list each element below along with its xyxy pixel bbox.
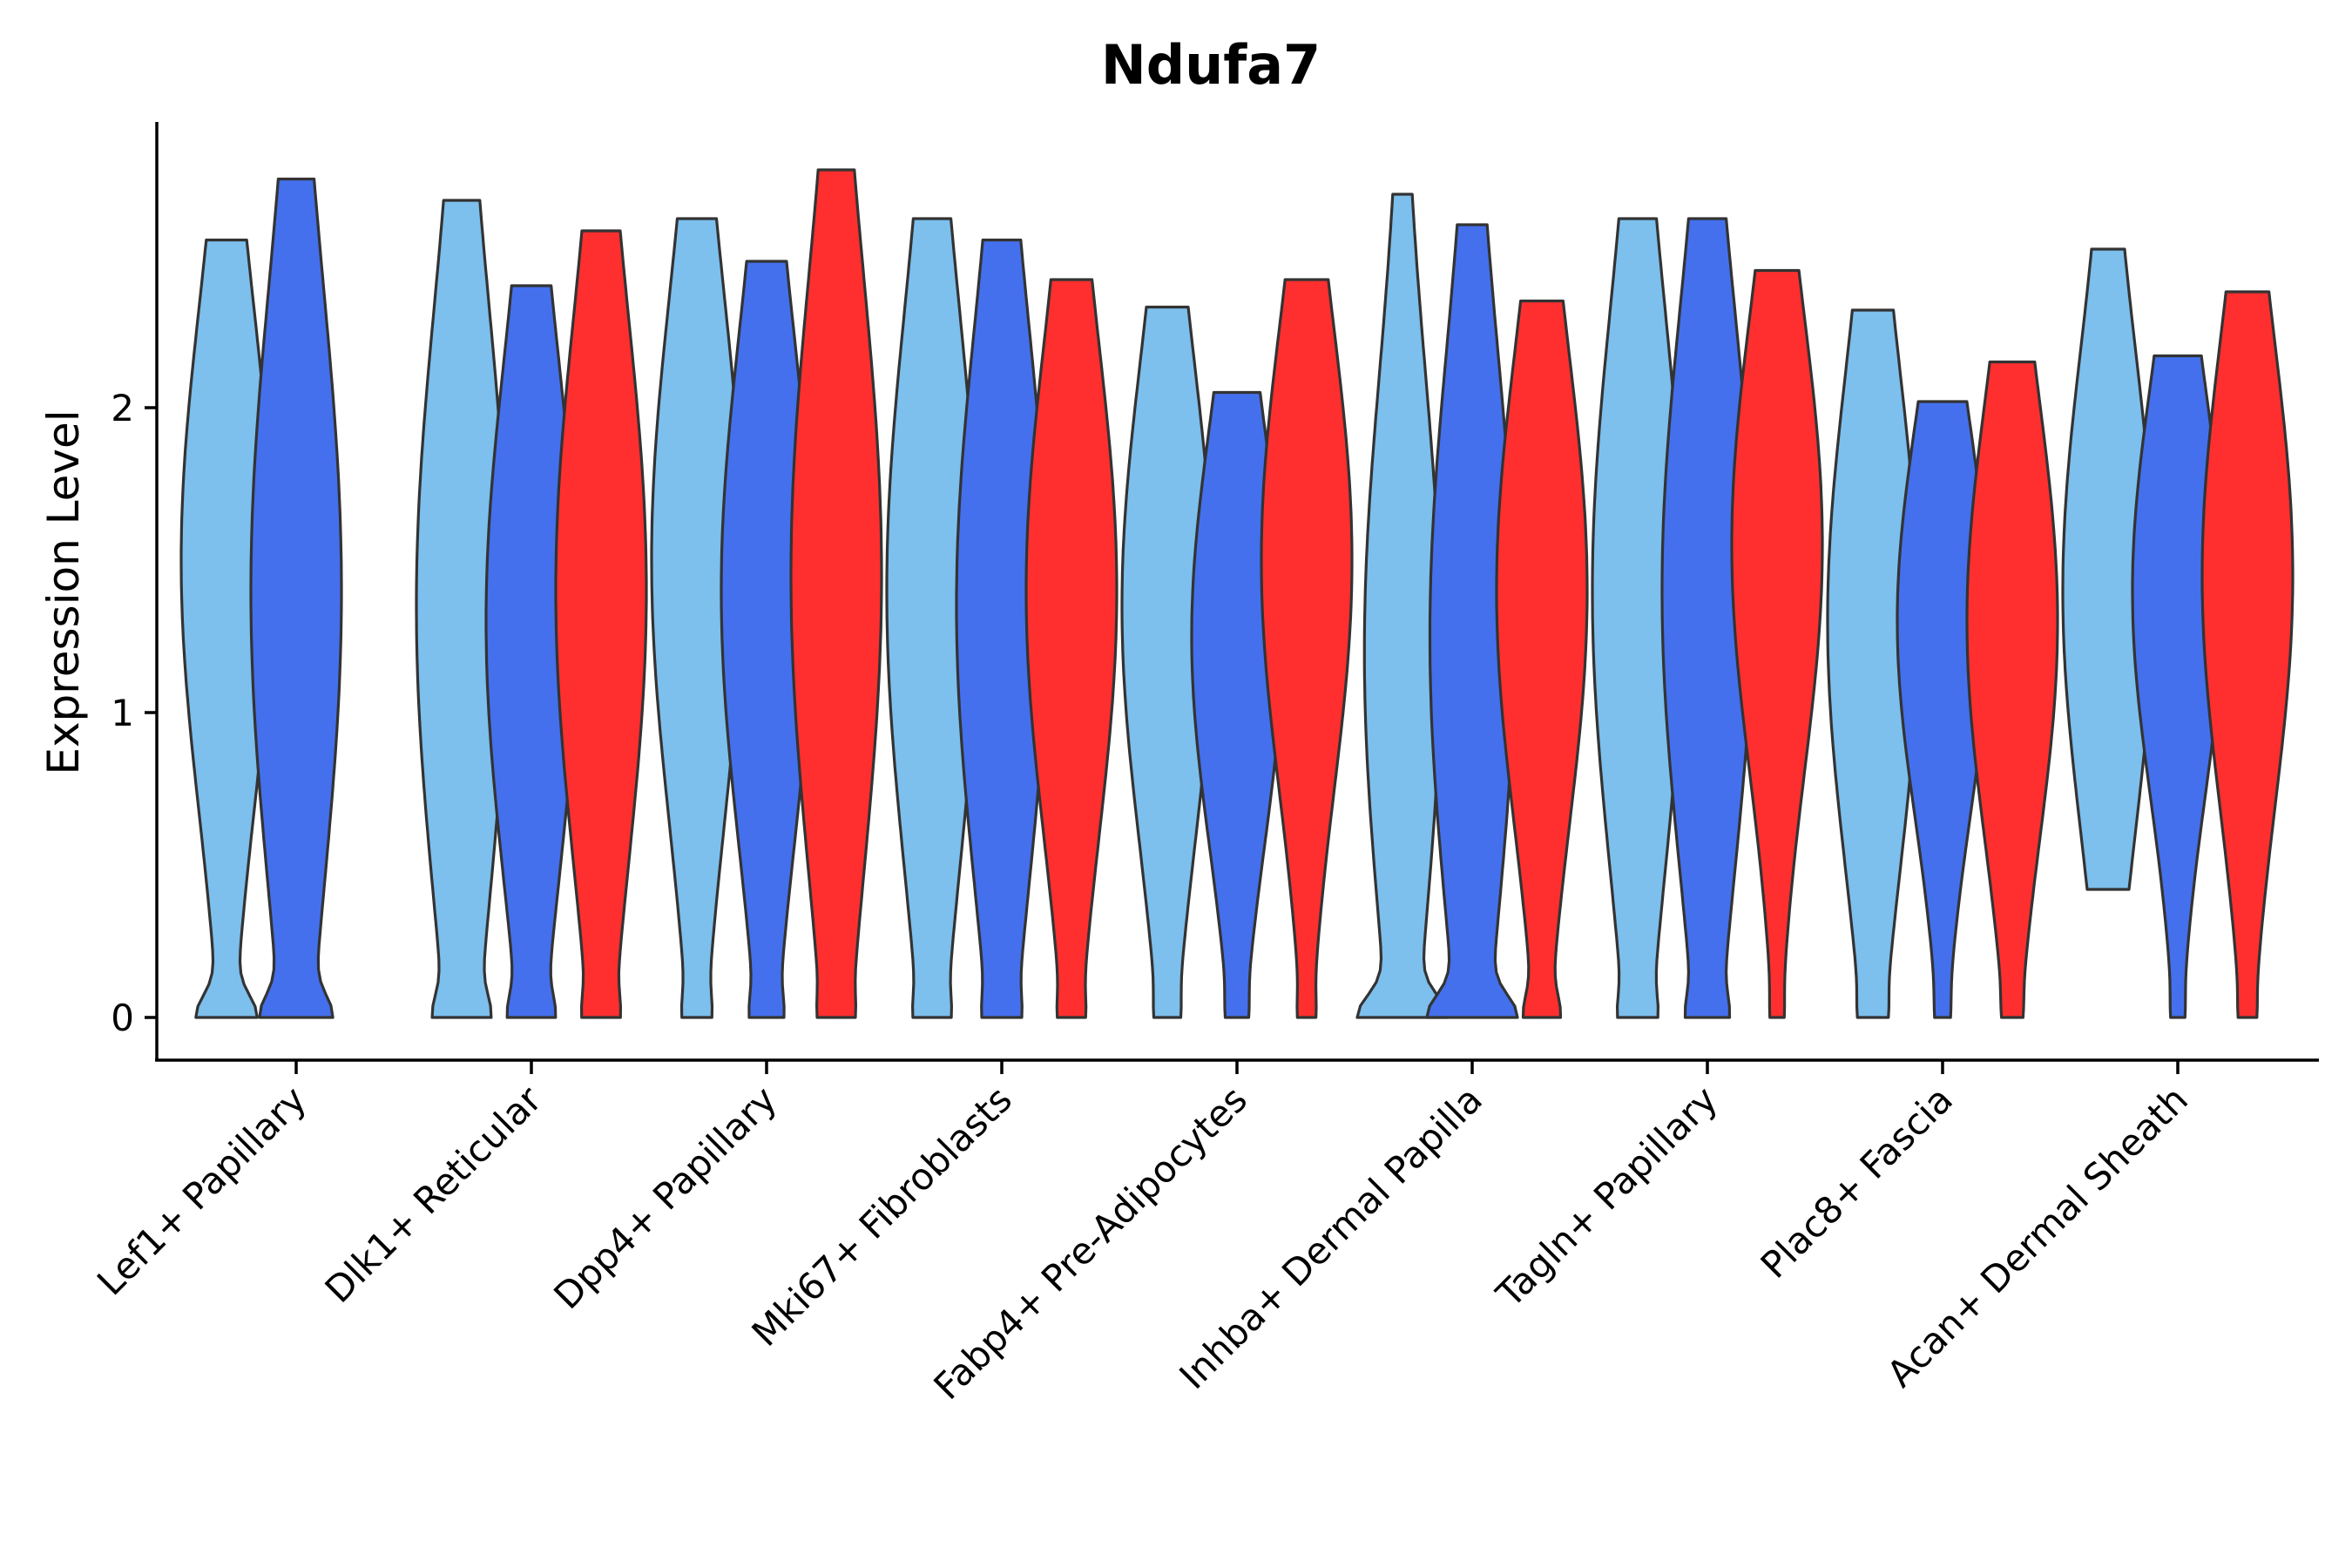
violin-layer: [179, 168, 2295, 1019]
y-tick-label: 1: [111, 692, 134, 734]
violin-4-1: [1190, 390, 1284, 1019]
chart-title: Ndufa7: [1101, 33, 1321, 97]
violin-2-2: [789, 168, 883, 1019]
violin-4-2: [1260, 278, 1354, 1019]
category-label: Plac8+ Fascia: [1753, 1078, 1961, 1286]
violin-8-1: [2131, 354, 2225, 1019]
violin-3-2: [1024, 278, 1119, 1019]
violin-0-1: [249, 177, 343, 1019]
violin-7-1: [1896, 400, 1990, 1019]
y-tick-label: 0: [111, 997, 134, 1039]
y-tick-label: 2: [111, 387, 134, 429]
violin-7-2: [1965, 360, 2059, 1019]
category-label: Lef1+ Papillary: [89, 1078, 314, 1303]
violin-8-2: [2200, 290, 2295, 1019]
violin-1-2: [554, 229, 648, 1019]
y-ticks: 0 1 2: [111, 387, 157, 1039]
y-axis-label: Expression Level: [38, 409, 89, 774]
category-label: Tagln+ Papillary: [1488, 1078, 1726, 1315]
category-label: Dpp4+ Papillary: [545, 1078, 785, 1317]
violin-5-2: [1495, 299, 1589, 1019]
violin-6-2: [1730, 268, 1824, 1019]
category-label: Mki67+ Fibroblasts: [744, 1078, 1020, 1354]
category-label: Dlk1+ Reticular: [317, 1078, 551, 1311]
